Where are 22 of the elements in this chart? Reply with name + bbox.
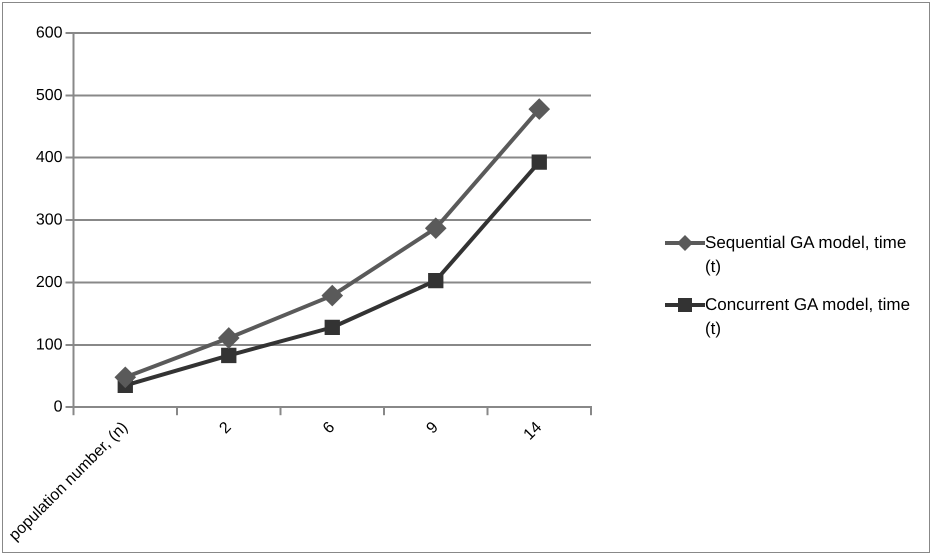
y-tick-label: 200 (36, 274, 63, 291)
x-tick-label: 14 (520, 418, 546, 444)
point (221, 348, 236, 364)
point (529, 99, 550, 120)
y-tick-label: 600 (36, 24, 63, 42)
point (428, 272, 444, 288)
x-tick-label: 9 (423, 418, 442, 438)
point (218, 328, 239, 348)
legend-label: Concurrent GA model, time (t) (705, 294, 912, 340)
y-tick-label: 300 (36, 212, 63, 229)
y-tick-label: 100 (36, 336, 63, 354)
point (324, 320, 340, 336)
y-tick-label: 500 (36, 86, 63, 104)
point (426, 218, 446, 238)
y-tick-label: 400 (36, 149, 63, 166)
point (115, 367, 136, 388)
legend-label: Sequential GA model, time (t) (705, 232, 908, 278)
y-tick-label: 0 (54, 398, 63, 416)
x-tick-label: 6 (320, 418, 338, 438)
point (322, 286, 342, 306)
point (532, 154, 547, 170)
x-tick-label: 2 (216, 418, 235, 438)
